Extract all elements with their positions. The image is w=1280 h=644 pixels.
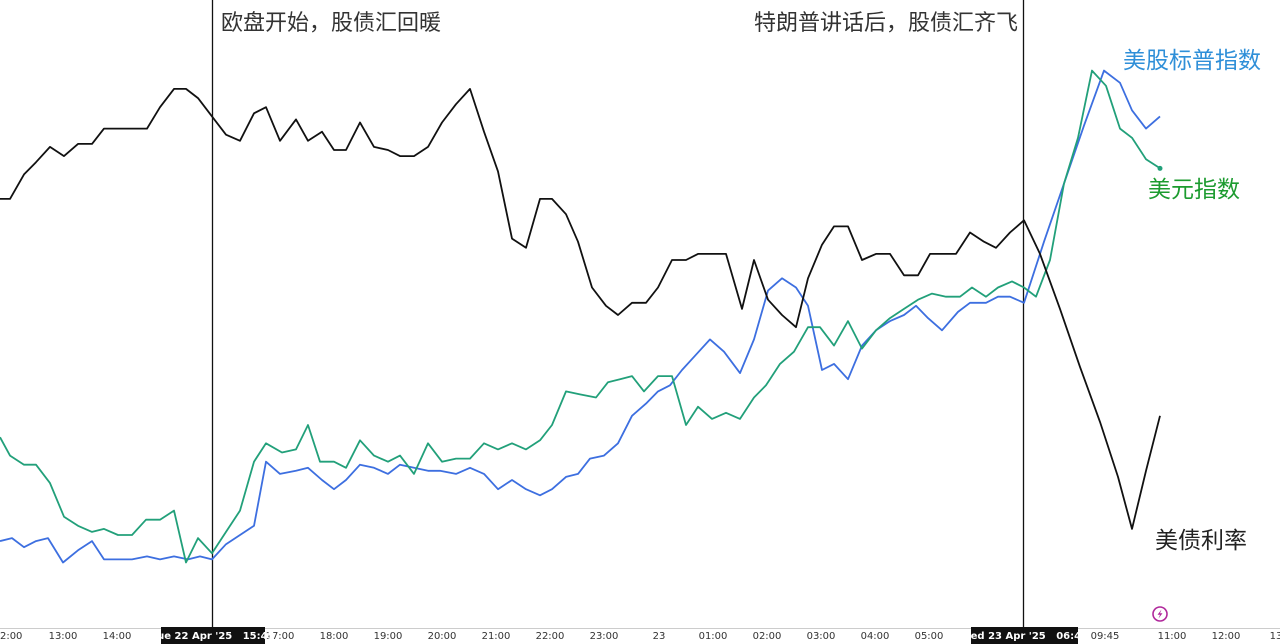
x-tick-label: 12:00: [1212, 631, 1241, 642]
marker-badge-2-bg: [971, 627, 1078, 644]
x-tick-label: 18:00: [320, 631, 349, 642]
x-tick-label: 13:00: [49, 631, 78, 642]
lightning-icon[interactable]: [1152, 606, 1168, 622]
series-label-us-yield: 美债利率: [1155, 528, 1247, 554]
series-label-dxy: 美元指数: [1148, 177, 1240, 203]
x-tick-label: 01:00: [699, 631, 728, 642]
x-tick-label: 17:00: [266, 631, 295, 642]
x-tick-label: 09:45: [1091, 631, 1120, 642]
x-tick-label: 05:00: [915, 631, 944, 642]
x-tick-label: 19:00: [374, 631, 403, 642]
series-layer: [0, 69, 1163, 564]
series-line-us-yield: [0, 88, 1161, 530]
marker-badge-1: Tue 22 Apr '25 15:45: [151, 631, 274, 642]
x-tick-label: 22:00: [536, 631, 565, 642]
x-tick-label: 02:00: [753, 631, 782, 642]
x-axis-ticks: 12:00 13:00 14:00 17:00 18:00 19:00 20:00 21:00…: [0, 631, 1280, 642]
series-label-spx: 美股标普指数: [1123, 48, 1261, 74]
annotation-trump-speech: 特朗普讲话后，股债汇齐飞: [754, 11, 1018, 36]
x-tick-label: 21:00: [482, 631, 511, 642]
x-tick-label: 20:00: [428, 631, 457, 642]
x-tick-label: 13: [1270, 631, 1280, 642]
series-end-dot-dxy: [1157, 165, 1163, 171]
x-tick-label: 11:00: [1158, 631, 1187, 642]
x-tick-label: 23: [653, 631, 666, 642]
marker-badge-1-bg: [161, 627, 265, 644]
x-tick-label: 12:00: [0, 631, 22, 642]
x-tick-label: 04:00: [861, 631, 890, 642]
series-line-dxy: [0, 69, 1161, 564]
annotation-europe-open: 欧盘开始，股债汇回暖: [221, 11, 441, 36]
x-tick-label: 14:00: [103, 631, 132, 642]
x-tick-label: 03:00: [807, 631, 836, 642]
marker-badge-2: Wed 23 Apr '25 06:45: [960, 631, 1088, 642]
series-line-spx: [0, 69, 1161, 564]
x-tick-label: 23:00: [590, 631, 619, 642]
